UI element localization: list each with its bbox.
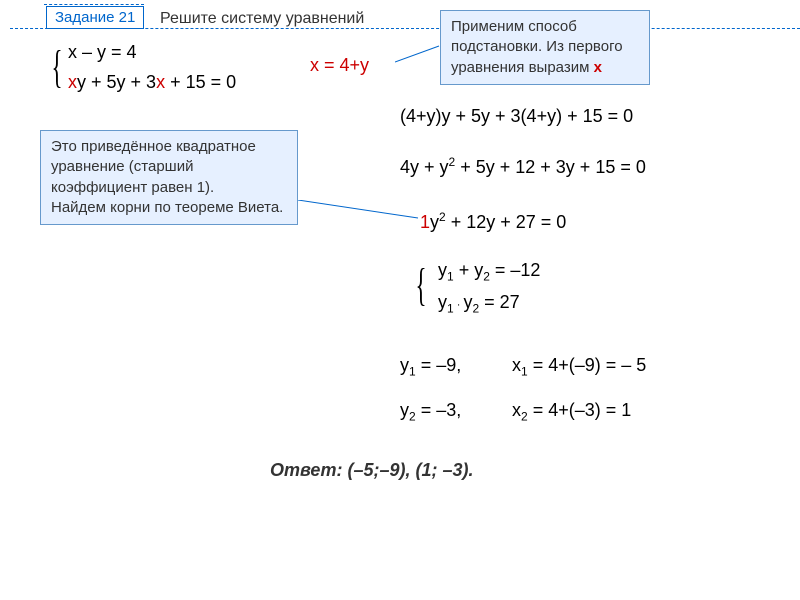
arrow-to-quadratic	[298, 200, 424, 224]
note1-line1: Применим способ	[451, 17, 639, 37]
v2-s1: 1	[447, 302, 454, 316]
answer-line: Ответ: (–5;–9), (1; –3).	[270, 460, 474, 481]
v2-val: = 27	[479, 292, 520, 312]
note1-line3-wrap: уравнения выразим х	[451, 58, 639, 78]
note-quadratic: Это приведённое квадратное уравнение (ст…	[40, 130, 298, 225]
x1-s: 1	[521, 365, 528, 379]
v2-dot: ·	[454, 299, 464, 311]
v1-y1: у	[438, 260, 447, 280]
eq2-x1: х	[68, 72, 77, 92]
note2-line3: коэффициент равен 1).	[51, 178, 287, 198]
vieta-brace: {	[416, 258, 427, 311]
quad-y: у	[430, 212, 439, 232]
expanded-p1: 4у + у	[400, 157, 449, 177]
x1-v: = 4+(–9) = – 5	[528, 355, 647, 375]
system-brace-1: {	[52, 40, 63, 93]
y1-v: = –9,	[416, 355, 462, 375]
express-x: х = 4+у	[310, 55, 369, 76]
x1-x: х	[512, 355, 521, 375]
y2-s: 2	[409, 410, 416, 424]
v1-plus: + у	[454, 260, 484, 280]
vieta-product: у1 · у2 = 27	[438, 292, 520, 316]
solution-y2: у2 = –3,	[400, 400, 461, 424]
expanded-equation: 4у + у2 + 5у + 12 + 3у + 15 = 0	[400, 155, 646, 178]
dotted-top-short	[44, 4, 144, 5]
quad-coef: 1	[420, 212, 430, 232]
answer-value: (–5;–9), (1; –3).	[342, 460, 473, 480]
answer-label: Ответ:	[270, 460, 342, 480]
quad-sup: 2	[439, 210, 446, 224]
solution-x1: х1 = 4+(–9) = – 5	[512, 355, 646, 379]
equation-2: ху + 5у + 3х + 15 = 0	[68, 72, 236, 93]
v1-s1: 1	[447, 270, 454, 284]
task-label: Задание 21	[46, 6, 144, 29]
y2-v: = –3,	[416, 400, 462, 420]
note-substitution: Применим способ подстановки. Из первого …	[440, 10, 650, 85]
note2-line2: уравнение (старший	[51, 157, 287, 177]
eq2-rest2: + 15 = 0	[165, 72, 236, 92]
v1-val: = –12	[490, 260, 541, 280]
x2-x: х	[512, 400, 521, 420]
equation-1: х – у = 4	[68, 42, 137, 63]
quad-rest: + 12у + 27 = 0	[446, 212, 567, 232]
note2-line4: Найдем корни по теореме Виета.	[51, 198, 287, 218]
vieta-sum: у1 + у2 = –12	[438, 260, 540, 284]
x2-v: = 4+(–3) = 1	[528, 400, 632, 420]
expanded-p2: + 5у + 12 + 3у + 15 = 0	[455, 157, 646, 177]
y1-y: у	[400, 355, 409, 375]
note1-line3: уравнения выразим	[451, 59, 594, 76]
v1-s2: 2	[483, 270, 490, 284]
problem-title: Решите систему уравнений	[160, 10, 364, 28]
note1-x: х	[594, 59, 602, 76]
arrow-to-note1	[395, 40, 445, 70]
x2-s: 2	[521, 410, 528, 424]
note1-line2: подстановки. Из первого	[451, 37, 639, 57]
y2-y: у	[400, 400, 409, 420]
note2-line1: Это приведённое квадратное	[51, 137, 287, 157]
eq2-x2: х	[156, 72, 165, 92]
substituted-equation: (4+у)у + 5у + 3(4+у) + 15 = 0	[400, 106, 633, 127]
y1-s: 1	[409, 365, 416, 379]
v2-y1: у	[438, 292, 447, 312]
quadratic-equation: 1у2 + 12у + 27 = 0	[420, 210, 566, 233]
solution-x2: х2 = 4+(–3) = 1	[512, 400, 631, 424]
eq2-rest1: у + 5у + 3	[77, 72, 156, 92]
solution-y1: у1 = –9,	[400, 355, 461, 379]
